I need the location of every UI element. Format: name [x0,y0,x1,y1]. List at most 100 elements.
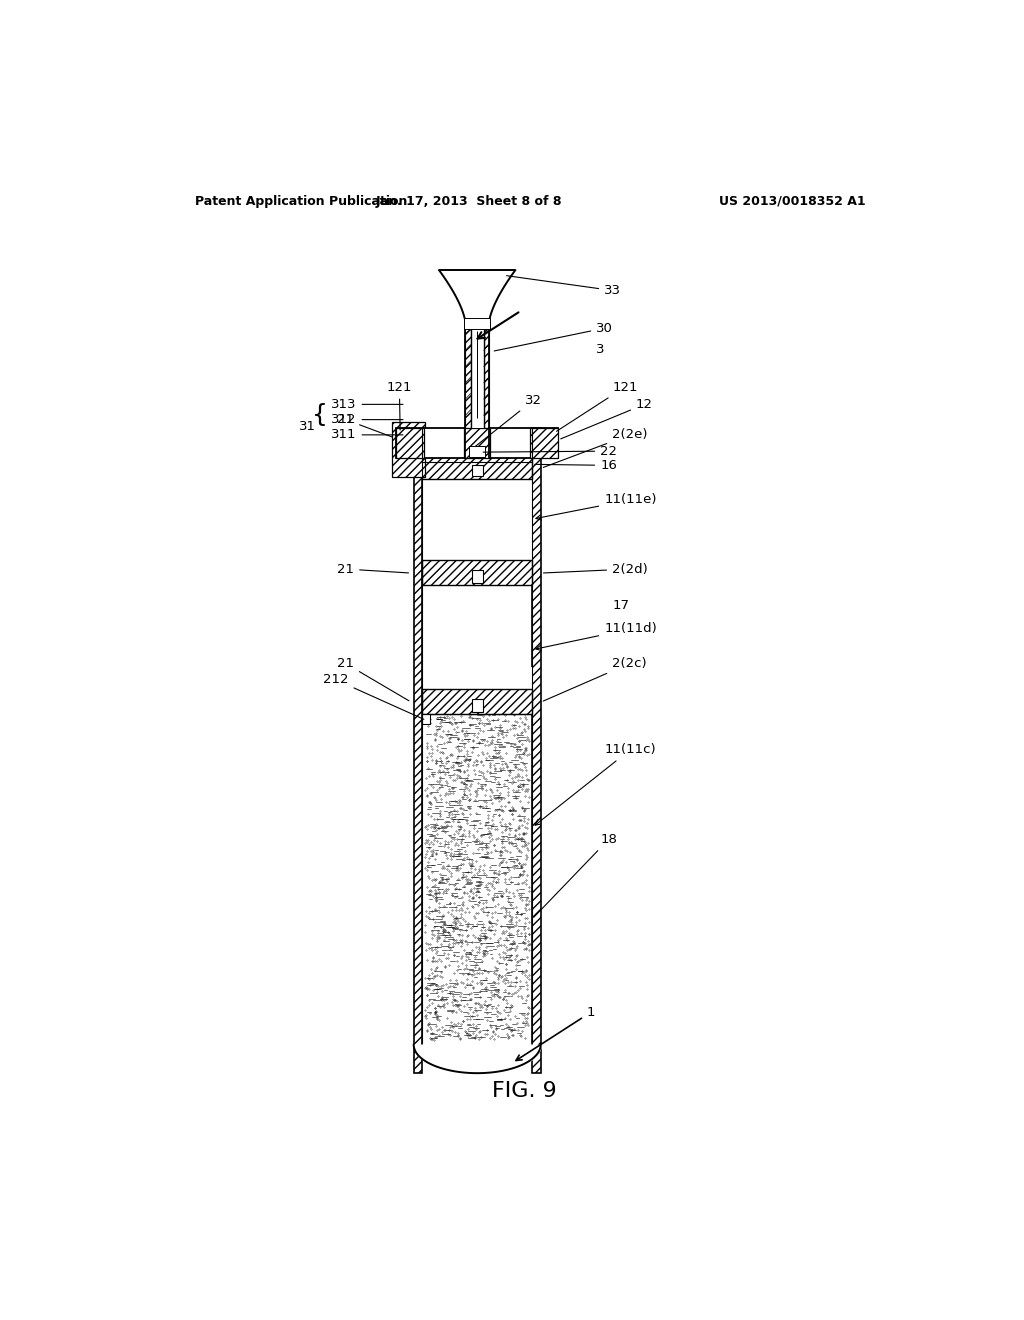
Point [513,923,529,944]
Point [506,1019,522,1040]
Point [503,1020,519,1041]
Point [455,803,471,824]
Point [492,986,508,1007]
Point [471,936,487,957]
Point [441,892,458,913]
Point [439,1023,456,1044]
Point [453,830,469,851]
Point [483,733,500,754]
Point [453,832,469,853]
Point [514,797,530,818]
Point [450,995,466,1016]
Point [502,1008,518,1030]
Point [484,888,501,909]
Point [475,702,492,723]
Point [518,899,535,920]
Point [493,795,509,816]
Point [435,994,452,1015]
Point [504,907,520,928]
Point [475,755,492,776]
Point [421,965,437,986]
Point [465,915,481,936]
Point [427,817,443,838]
Point [508,756,524,777]
Point [443,713,460,734]
Point [447,911,464,932]
Point [432,961,449,982]
Point [515,775,531,796]
Point [436,997,453,1018]
Point [447,929,464,950]
Point [420,829,436,850]
Point [434,870,451,891]
Point [431,706,447,727]
Point [421,791,437,812]
Point [465,738,481,759]
Point [447,1015,464,1036]
Point [433,869,450,890]
Point [462,748,478,770]
Point [478,865,495,886]
Point [444,744,461,766]
Point [514,711,530,733]
Point [518,865,535,886]
Point [451,810,467,832]
Point [419,1019,435,1040]
Point [496,999,512,1020]
Point [432,965,449,986]
Point [474,941,490,962]
Point [515,932,531,953]
Point [508,744,524,766]
Point [515,863,531,884]
Bar [423,667,531,689]
Point [507,940,523,961]
Point [512,863,528,884]
Point [430,975,446,997]
Point [483,907,500,928]
Point [478,1023,495,1044]
Point [436,912,453,933]
Point [501,824,517,845]
Point [480,693,497,714]
Point [438,758,455,779]
Point [475,721,492,742]
Point [508,966,524,987]
Point [419,978,435,999]
Point [512,977,528,998]
Point [513,855,529,876]
Point [471,962,487,983]
Point [499,929,515,950]
Point [455,886,471,907]
Point [520,880,537,902]
Point [458,751,474,772]
Point [433,916,450,937]
Point [484,972,501,993]
Point [447,907,464,928]
Point [452,797,468,818]
Point [513,734,529,755]
Point [457,875,473,896]
Point [427,820,443,841]
Point [426,965,442,986]
Point [440,861,457,882]
Point [463,987,479,1008]
Point [468,937,484,958]
Point [477,975,494,997]
Point [506,747,522,768]
Point [516,961,532,982]
Point [497,705,513,726]
Point [455,964,471,985]
Point [431,896,447,917]
Point [442,704,459,725]
Point [503,950,519,972]
Point [509,936,525,957]
Point [431,870,447,891]
Point [421,833,437,854]
Point [487,1023,504,1044]
Point [453,972,469,993]
Point [464,895,480,916]
Point [514,760,530,781]
Point [437,821,454,842]
Point [490,799,507,820]
Point [474,741,490,762]
